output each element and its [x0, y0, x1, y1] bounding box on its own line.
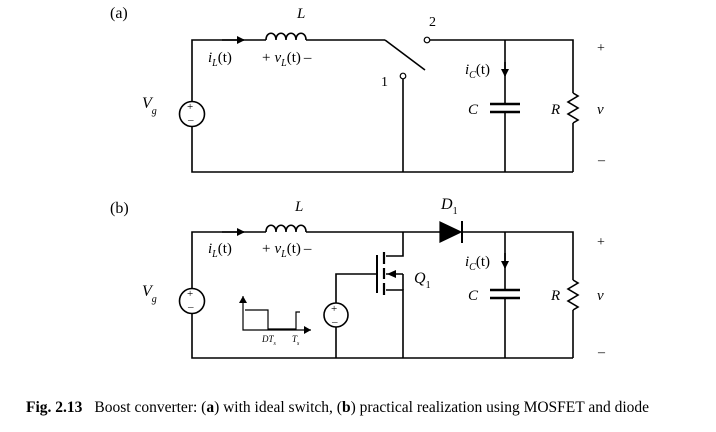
- voltage-source-a: [178, 100, 206, 128]
- inductor-a: [265, 32, 307, 41]
- inductor-label-b: L: [294, 199, 303, 215]
- res-label-a: R: [550, 102, 560, 118]
- out-minus-b: –: [597, 345, 606, 360]
- source-label-b: Vg: [142, 283, 157, 305]
- out-minus-a: –: [597, 153, 606, 168]
- resistor-a: [566, 92, 580, 124]
- figure-caption: Fig. 2.13 Boost converter: (a) with ideal…: [26, 399, 716, 417]
- cap-current-b: iC(t): [465, 254, 490, 273]
- inductor-label-a: L: [296, 6, 305, 22]
- panel-b-label: (b): [110, 200, 129, 217]
- inductor-voltage-b: + vL(t) –: [262, 241, 312, 260]
- pwm-ts-label: Ts: [292, 334, 300, 347]
- inductor-current-b: iL(t): [208, 241, 232, 260]
- diode-label: D1: [440, 196, 458, 217]
- source-plus-a: +: [187, 101, 193, 113]
- source-plus-b: +: [187, 288, 193, 300]
- resistor-b: [566, 279, 580, 311]
- inductor-voltage-a: + vL(t) –: [262, 50, 312, 69]
- voltage-source-b: [178, 287, 206, 315]
- cap-label-a: C: [468, 102, 479, 118]
- switch-blade-a: [384, 39, 426, 71]
- caption-text-mid: ) with ideal switch, (: [214, 399, 342, 416]
- caption-b: b: [341, 399, 351, 416]
- out-plus-a: +: [597, 41, 605, 56]
- gate-source-minus: –: [331, 316, 338, 328]
- cap-label-b: C: [468, 288, 479, 304]
- mosfet-q1: [335, 232, 404, 358]
- diode-d1: [439, 221, 463, 243]
- panel-a-label: (a): [110, 5, 128, 22]
- source-minus-a: –: [187, 114, 194, 126]
- gate-source-plus: +: [331, 303, 337, 315]
- switch-pos2-label-a: 2: [429, 15, 436, 30]
- cap-current-a: iC(t): [465, 62, 490, 81]
- caption-a: a: [206, 399, 215, 416]
- out-plus-b: +: [597, 235, 605, 250]
- switch-pos1-label-a: 1: [381, 75, 388, 90]
- source-minus-b: –: [187, 301, 194, 313]
- pwm-waveform: [239, 296, 311, 334]
- caption-text-pre: Boost converter: (: [94, 399, 207, 416]
- out-v-b: v: [597, 288, 604, 304]
- mosfet-label: Q1: [414, 270, 431, 291]
- source-label-a: Vg: [142, 95, 157, 117]
- panel-a-circuit: (a) L iL(t) + vL(t) – 2 1 iC(t) C: [110, 5, 606, 173]
- caption-text-post: ) practical realization using MOSFET and…: [350, 399, 650, 416]
- capacitor-b: [490, 288, 520, 300]
- out-v-a: v: [597, 102, 604, 118]
- capacitor-a: [490, 102, 520, 114]
- inductor-current-a: iL(t): [208, 50, 232, 69]
- caption-fig-number: Fig. 2.13: [26, 399, 83, 416]
- res-label-b: R: [550, 288, 560, 304]
- pwm-dt-label: DTs: [261, 334, 277, 347]
- inductor-b: [265, 224, 307, 233]
- panel-b-circuit: (b): [110, 196, 606, 360]
